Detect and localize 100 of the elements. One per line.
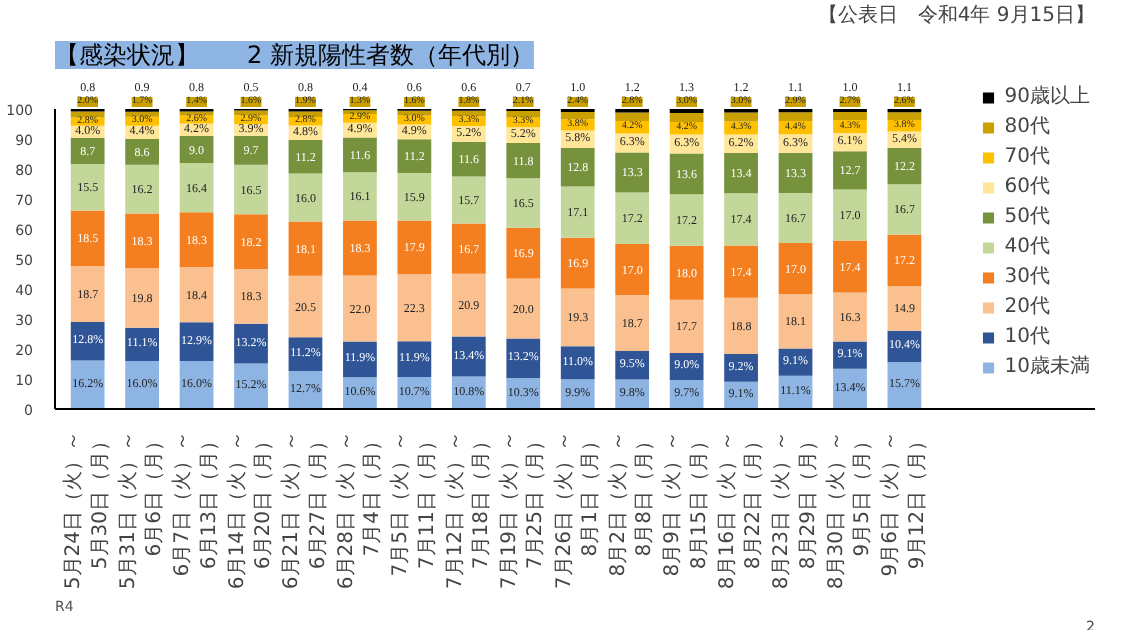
chart-title: 【感染状況】 2 新規陽性者数（年代別） — [55, 41, 534, 69]
bar — [125, 139, 159, 165]
bar — [397, 274, 432, 342]
bar — [778, 294, 813, 349]
bar — [778, 112, 813, 121]
x-tick-label: 6月14日（火）～6月20日（月） — [224, 430, 276, 590]
legend-label: 80代 — [1004, 114, 1050, 140]
legend-label: 50代 — [1004, 204, 1050, 230]
x-tick-label: 8月2日（火）～8月8日（月） — [605, 430, 657, 577]
bar — [506, 278, 541, 339]
bar — [70, 137, 105, 164]
bar — [234, 268, 268, 324]
bar — [778, 243, 813, 295]
bar — [887, 286, 922, 331]
x-tick-label: 6月28日（火）～7月4日（月） — [333, 430, 385, 590]
bar — [288, 221, 323, 276]
legend-label: 10歳未満 — [1004, 353, 1090, 380]
bar — [70, 265, 105, 322]
bar — [506, 111, 541, 118]
bar — [724, 193, 758, 246]
bar — [451, 336, 486, 377]
x-tick-label: 8月16日（火）～8月22日（月） — [714, 430, 766, 590]
x-tick-label: 7月19日（火）～7月25日（月） — [497, 430, 548, 590]
bar — [887, 112, 922, 121]
legend-label: 30代 — [1004, 264, 1050, 290]
x-tick-label: 5月24日（火）～5月30日（月） — [61, 430, 112, 590]
bar — [724, 153, 758, 194]
legend-label: 60代 — [1004, 174, 1050, 200]
bar — [288, 275, 323, 338]
bar — [343, 220, 377, 276]
bar — [887, 234, 922, 286]
bar — [234, 214, 268, 269]
x-tick-label: 6月21日（火）～6月27日（月） — [279, 430, 330, 590]
bar — [669, 299, 704, 353]
bar — [288, 173, 323, 222]
bar — [615, 192, 650, 244]
bar — [833, 189, 867, 241]
bar — [506, 178, 541, 228]
bar — [70, 163, 105, 211]
bar — [615, 152, 650, 193]
bar — [560, 237, 595, 289]
bar — [179, 163, 214, 213]
bar — [234, 135, 268, 165]
bar — [125, 213, 159, 269]
bar — [887, 147, 922, 185]
bar — [669, 153, 704, 195]
bar — [560, 112, 595, 120]
bar — [451, 223, 486, 274]
bar — [615, 244, 650, 295]
bar — [125, 164, 159, 214]
text: 【公表日 令和4年 9月15日】 — [817, 3, 1096, 27]
bar — [70, 360, 105, 409]
bar — [560, 148, 595, 187]
bar — [833, 112, 867, 121]
bar — [234, 363, 268, 409]
bar — [669, 245, 704, 300]
x-tick-label: 8月30日（火）～9月5日（月） — [823, 430, 875, 590]
bar — [506, 142, 541, 179]
bar — [887, 184, 922, 235]
bar — [778, 153, 813, 193]
bar — [234, 164, 268, 215]
legend-label: 40代 — [1004, 234, 1050, 260]
x-tick-label: 6月7日（火）～6月13日（月） — [170, 430, 221, 577]
bar — [343, 137, 377, 173]
bar — [451, 273, 486, 337]
x-tick-label: 7月5日（火）～7月11日（月） — [388, 430, 439, 577]
bar — [669, 112, 704, 122]
bar — [506, 227, 541, 279]
legend-label: 20代 — [1004, 294, 1050, 320]
bar — [397, 172, 432, 221]
bar — [343, 172, 377, 221]
bar — [451, 176, 486, 224]
bar — [179, 212, 214, 268]
bar — [70, 111, 105, 118]
bar — [343, 275, 377, 342]
bar — [560, 288, 595, 347]
bar — [833, 151, 867, 190]
bar — [724, 297, 758, 355]
legend-label: 90歳以上 — [1004, 83, 1090, 110]
legend-label: 10代 — [1004, 324, 1050, 350]
bar — [179, 267, 214, 323]
x-tick-label: 7月12日（火）～7月18日（月） — [442, 430, 494, 590]
bar — [397, 139, 432, 173]
bar — [724, 245, 758, 298]
bar — [669, 194, 704, 246]
x-tick-label: 8月23日（火）～8月29日（月） — [769, 430, 820, 590]
x-tick-label: 5月31日（火）～6月6日（月） — [115, 430, 167, 590]
bar — [833, 292, 867, 342]
x-tick-label: 9月6日（火）～9月12日（月） — [878, 430, 929, 577]
bar — [615, 295, 650, 352]
bar — [615, 112, 650, 121]
bar — [397, 220, 432, 275]
x-tick-label: 7月26日（火）～8月1日（月） — [551, 430, 602, 590]
bar — [288, 139, 323, 174]
bar — [724, 112, 758, 122]
bar — [125, 268, 159, 328]
bar — [451, 141, 486, 177]
bar — [833, 240, 867, 293]
legend-label: 70代 — [1004, 144, 1050, 170]
bar — [560, 186, 595, 238]
